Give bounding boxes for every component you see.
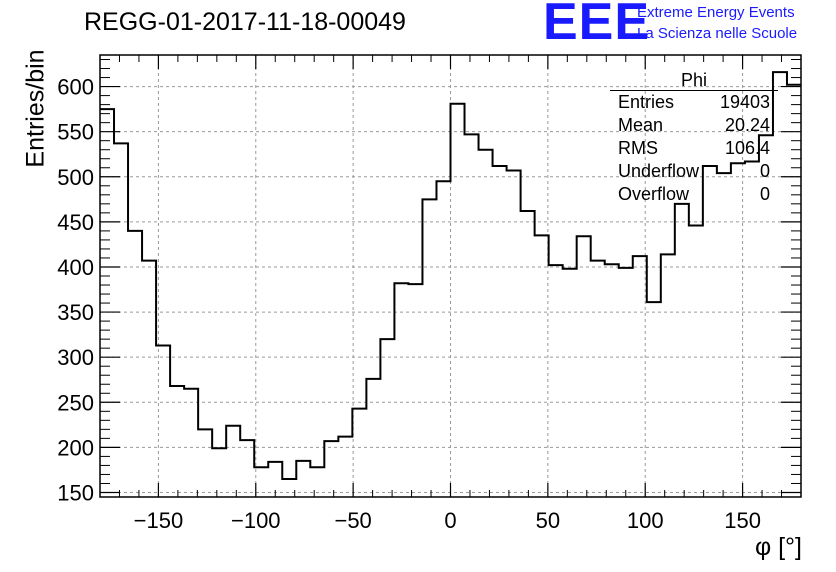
logo-line-2: La Scienza nelle Scuole xyxy=(637,25,798,42)
stats-label: Mean xyxy=(618,115,664,135)
stats-value: 19403 xyxy=(719,92,770,112)
y-tick-label: 400 xyxy=(57,255,94,280)
y-tick-label: 600 xyxy=(57,75,94,100)
x-tick-label: 0 xyxy=(444,508,456,533)
stats-row-mean: Mean 20.24 xyxy=(610,114,778,137)
x-tick-label: −100 xyxy=(231,508,281,533)
y-tick-label: 350 xyxy=(57,300,94,325)
y-tick-label: 550 xyxy=(57,120,94,145)
stats-row-rms: RMS 106.4 xyxy=(610,137,778,160)
stats-box: Phi Entries 19403 Mean 20.24 RMS 106.4 U… xyxy=(610,70,778,206)
y-tick-label: 250 xyxy=(57,390,94,415)
histogram-series xyxy=(100,71,801,480)
stats-value: 106.4 xyxy=(724,138,770,158)
eee-logo: EEE xyxy=(543,0,651,51)
x-tick-label: 100 xyxy=(627,508,664,533)
tick-labels: −150 −100 −50 0 50 100 150 150 200 250 300 350 400 45… xyxy=(57,75,761,533)
y-tick-label: 500 xyxy=(57,165,94,190)
stats-label: Entries xyxy=(618,92,675,112)
stats-value: 0 xyxy=(759,161,770,181)
plot-frame xyxy=(99,54,802,498)
stats-label: Overflow xyxy=(618,184,690,204)
stats-title: Phi xyxy=(610,70,778,91)
x-tick-label: −150 xyxy=(134,508,184,533)
x-tick-label: 150 xyxy=(724,508,761,533)
axis-ticks xyxy=(100,55,801,497)
stats-label: Underflow xyxy=(618,161,700,181)
stats-row-overflow: Overflow 0 xyxy=(610,183,778,206)
stats-value: 0 xyxy=(759,184,770,204)
logo-line-1: Extreme Energy Events xyxy=(637,4,795,21)
x-axis-label: φ [°] xyxy=(754,533,802,561)
stats-label: RMS xyxy=(618,138,658,158)
y-tick-label: 200 xyxy=(57,435,94,460)
y-tick-label: 450 xyxy=(57,210,94,235)
y-tick-label: 300 xyxy=(57,345,94,370)
stats-row-underflow: Underflow 0 xyxy=(610,160,778,183)
stats-row-entries: Entries 19403 xyxy=(610,91,778,114)
chart-title: REGG-01-2017-11-18-00049 xyxy=(84,8,406,36)
y-axis-label: Entries/bin xyxy=(21,49,50,168)
stats-value: 20.24 xyxy=(724,115,770,135)
x-tick-label: −50 xyxy=(334,508,371,533)
y-tick-label: 150 xyxy=(57,480,94,505)
x-tick-label: 50 xyxy=(536,508,560,533)
